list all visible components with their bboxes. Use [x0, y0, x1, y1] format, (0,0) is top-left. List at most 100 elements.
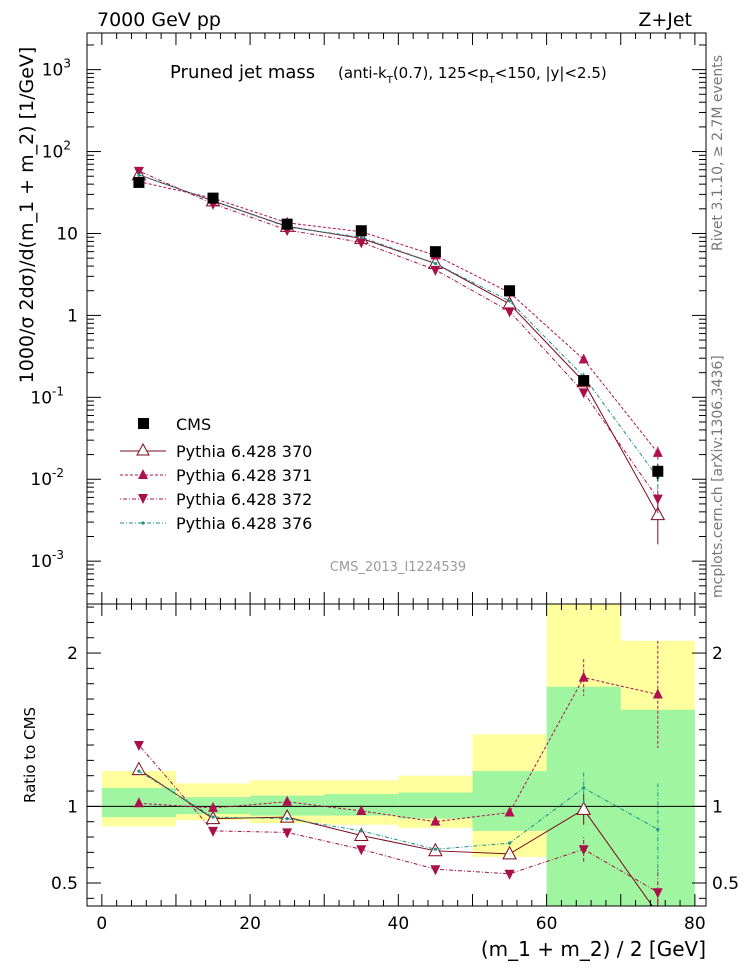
ry-tick-label-right-2: 2: [712, 644, 723, 664]
ratio-point-0-6: [576, 801, 592, 815]
y-tick-label-exp--3: -3: [52, 548, 64, 562]
ratio-point-3-4: [433, 847, 438, 851]
legend-label-cms: CMS: [176, 415, 211, 434]
band-green-3: [324, 794, 399, 816]
series-line-3: [138, 174, 659, 478]
ratio-point-0-5: [502, 845, 517, 860]
ratio-point-1-3: [356, 804, 367, 815]
ratio-line-3: [138, 770, 659, 850]
legend-label-371: Pythia 6.428 371: [176, 466, 312, 485]
cuts-a-sub: T: [386, 75, 394, 86]
ratio-point-2-0: [133, 741, 144, 752]
ratio-point-2-2: [282, 828, 293, 839]
x-tick-label-0: 0: [96, 914, 107, 934]
header-left: 7000 GeV pp: [97, 9, 221, 31]
series-point-2-0: [133, 166, 144, 177]
series-point-2-3: [356, 238, 367, 249]
series-point-2-7: [652, 494, 663, 505]
rivet-label: Rivet 3.1.10, ≥ 2.7M events: [710, 55, 726, 251]
plot-title: Pruned jet mass: [170, 62, 315, 83]
x-tick-label-40: 40: [388, 914, 410, 934]
ratio-point-1-6: [578, 671, 589, 682]
legend-marker-370: [136, 442, 150, 456]
x-tick-label-80: 80: [684, 914, 706, 934]
y-tick-label-3: 103: [42, 57, 71, 81]
ratio-point-2-1: [208, 826, 219, 837]
x-tick-label-20: 20: [239, 914, 261, 934]
series-point-2-4: [430, 265, 441, 276]
axis-ticks: [87, 33, 706, 906]
ratio-point-3-6: [582, 786, 586, 790]
ratio-point-2-5: [504, 869, 515, 880]
cuts-c: <150, |y|<2.5): [495, 64, 607, 82]
series-point-1-6: [578, 353, 589, 364]
y-tick-label-exp-3: 3: [63, 57, 71, 71]
ratio-point-3-0: [137, 769, 141, 773]
ratio-point-3-2: [285, 817, 289, 821]
ratio-point-2-4: [430, 865, 441, 876]
ratio-point-3-7: [656, 827, 660, 831]
cms-point-1: [207, 192, 219, 204]
ry-tick-label-left-1: 1: [67, 797, 78, 817]
y-tick-label--1: 10-1: [30, 384, 64, 408]
cuts-a: (anti-k: [338, 64, 387, 82]
ratio-point-0-3: [353, 827, 369, 841]
series-point-0-7: [650, 506, 666, 521]
series-point-3-4: [433, 261, 438, 266]
legend-marker-cms: [138, 418, 149, 429]
cms-point-5: [504, 285, 516, 297]
y-tick-label--2: 10-2: [30, 466, 64, 490]
cuts-b: (0.7), 125<p: [393, 64, 489, 82]
cuts-b-sub: T: [488, 75, 496, 86]
y-tick-label-exp--2: -2: [52, 466, 64, 480]
legend-marker-371: [138, 469, 148, 479]
mcplots-label: mcplots.cern.ch [arXiv:1306.3436]: [710, 355, 726, 598]
y-tick-label-base--3: 10: [30, 552, 52, 572]
legend: CMS Pythia 6.428 370 Pythia 6.428 371 Py…: [120, 415, 312, 533]
ratio-line-0: [138, 769, 653, 906]
ratio-point-1-4: [430, 815, 441, 826]
plot-cuts: (anti-kT(0.7), 125<pT<150, |y|<2.5): [338, 64, 607, 86]
ratio-point-3-5: [507, 841, 512, 845]
series-line-2: [138, 170, 659, 499]
ry-tick-label-left-0.5: 0.5: [51, 874, 78, 894]
ratio-point-2-7: [652, 888, 663, 899]
series-point-2-5: [504, 307, 515, 318]
y-tick-label-exp-2: 2: [63, 139, 71, 153]
series-line-0: [138, 174, 659, 515]
series-point-3-5: [507, 299, 512, 303]
ry-tick-label-right-1: 1: [712, 797, 723, 817]
y-tick-label-base--1: 10: [30, 388, 52, 408]
x-tick-label-60: 60: [536, 914, 558, 934]
y-tick-label--3: 10-3: [30, 548, 64, 572]
ry-tick-label-right-0.5: 0.5: [712, 874, 739, 894]
ry-tick-label-left-2: 2: [67, 644, 78, 664]
cms-point-4: [429, 246, 441, 258]
y-tick-label-0: 1: [67, 306, 78, 326]
band-green-5: [472, 771, 547, 831]
ratio-point-3-3: [359, 829, 363, 833]
cms-point-3: [355, 225, 367, 237]
legend-label-372: Pythia 6.428 372: [176, 490, 312, 509]
ratio-point-0-7: [657, 905, 659, 906]
cms-point-2: [281, 218, 293, 230]
ratio-frame: [86, 603, 707, 907]
cms-point-6: [578, 375, 590, 387]
ratio-line-2: [138, 744, 659, 893]
y-tick-label-base--2: 10: [30, 470, 52, 490]
ratio-line-1: [138, 677, 658, 823]
ratio-point-2-3: [356, 845, 367, 856]
series-point-3-0: [137, 173, 141, 177]
y-tick-label-base-2: 10: [42, 143, 64, 163]
y-axis-label: 1000/σ 2dσ)/d(m_1 + m_2) [1/GeV]: [16, 47, 38, 384]
ratio-point-0-0: [131, 761, 147, 776]
ratio-point-1-2: [282, 795, 293, 806]
ratio-point-1-5: [504, 806, 515, 817]
ratio-point-1-7: [652, 688, 663, 699]
ratio-point-1-1: [208, 801, 219, 812]
ratio-point-2-6: [578, 845, 589, 856]
cms-point-0: [133, 176, 145, 188]
legend-marker-372: [138, 494, 148, 504]
